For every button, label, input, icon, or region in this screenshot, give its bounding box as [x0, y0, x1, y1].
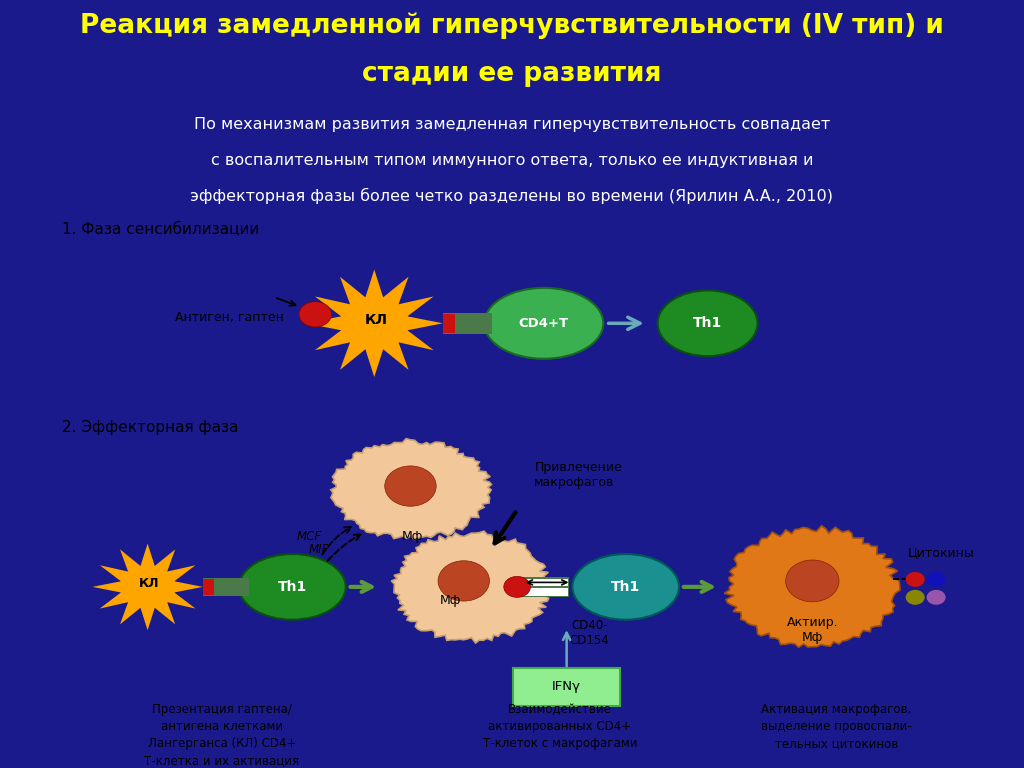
Text: Активация макрофагов,
выделение провоспали-
тельных цитокинов: Активация макрофагов, выделение провоспа…	[761, 703, 911, 750]
Ellipse shape	[572, 554, 679, 620]
Circle shape	[927, 590, 946, 605]
Text: MCF: MCF	[297, 530, 323, 543]
Text: КЛ: КЛ	[365, 313, 388, 327]
Circle shape	[927, 572, 946, 587]
Circle shape	[504, 577, 530, 598]
Text: Th1: Th1	[611, 580, 640, 594]
Text: По механизмам развития замедленная гиперчувствительность совпадает: По механизмам развития замедленная гипер…	[194, 117, 830, 132]
Text: CD40-
CD154: CD40- CD154	[569, 619, 609, 647]
Polygon shape	[92, 544, 203, 631]
Polygon shape	[391, 531, 551, 643]
Text: CD4+T: CD4+T	[519, 317, 569, 329]
Polygon shape	[306, 270, 442, 377]
Text: Мф: Мф	[439, 594, 461, 607]
Polygon shape	[724, 526, 900, 647]
FancyBboxPatch shape	[203, 578, 249, 596]
Circle shape	[905, 572, 925, 587]
Circle shape	[785, 560, 839, 602]
Text: Актиир.
Мф: Актиир. Мф	[786, 616, 839, 644]
FancyBboxPatch shape	[442, 313, 456, 333]
Polygon shape	[331, 439, 492, 539]
Text: Антиген, гаптен: Антиген, гаптен	[175, 311, 284, 324]
Circle shape	[438, 561, 489, 601]
Text: Реакция замедленной гиперчувствительности (IV тип) и: Реакция замедленной гиперчувствительност…	[80, 12, 944, 38]
Text: Мф: Мф	[401, 530, 423, 543]
Text: Цитокины: Цитокины	[907, 546, 974, 559]
Text: Th1: Th1	[693, 316, 722, 330]
FancyBboxPatch shape	[519, 578, 568, 597]
Circle shape	[299, 302, 332, 327]
FancyBboxPatch shape	[203, 578, 214, 595]
Text: с воспалительным типом иммунного ответа, только ее индуктивная и: с воспалительным типом иммунного ответа,…	[211, 153, 813, 168]
Text: MIF: MIF	[309, 543, 330, 556]
Text: Взаимодействие
активированных CD4+
Т-клеток с макрофагами: Взаимодействие активированных CD4+ Т-кле…	[482, 703, 637, 750]
Text: эффекторная фазы более четко разделены во времени (Ярилин А.А., 2010): эффекторная фазы более четко разделены в…	[190, 188, 834, 204]
Text: стадии ее развития: стадии ее развития	[362, 61, 662, 87]
Text: 2. Эффекторная фаза: 2. Эффекторная фаза	[61, 419, 239, 435]
Text: Презентация гаптена/
антигена клетками
Лангерганса (КЛ) CD4+
Т-клетка и их актив: Презентация гаптена/ антигена клетками Л…	[144, 703, 299, 767]
Text: 1. Фаза сенсибилизации: 1. Фаза сенсибилизации	[61, 222, 259, 237]
Text: Th1: Th1	[278, 580, 307, 594]
FancyBboxPatch shape	[513, 667, 620, 707]
FancyBboxPatch shape	[442, 313, 493, 334]
Text: Привлечение
макрофагов: Привлечение макрофагов	[535, 461, 622, 489]
Ellipse shape	[239, 554, 346, 620]
FancyBboxPatch shape	[520, 588, 567, 596]
FancyBboxPatch shape	[520, 578, 567, 586]
Ellipse shape	[657, 290, 758, 356]
Circle shape	[905, 590, 925, 605]
Circle shape	[385, 466, 436, 506]
Text: КЛ: КЛ	[139, 578, 160, 591]
Text: IFNγ: IFNγ	[552, 680, 582, 694]
Ellipse shape	[484, 288, 603, 359]
